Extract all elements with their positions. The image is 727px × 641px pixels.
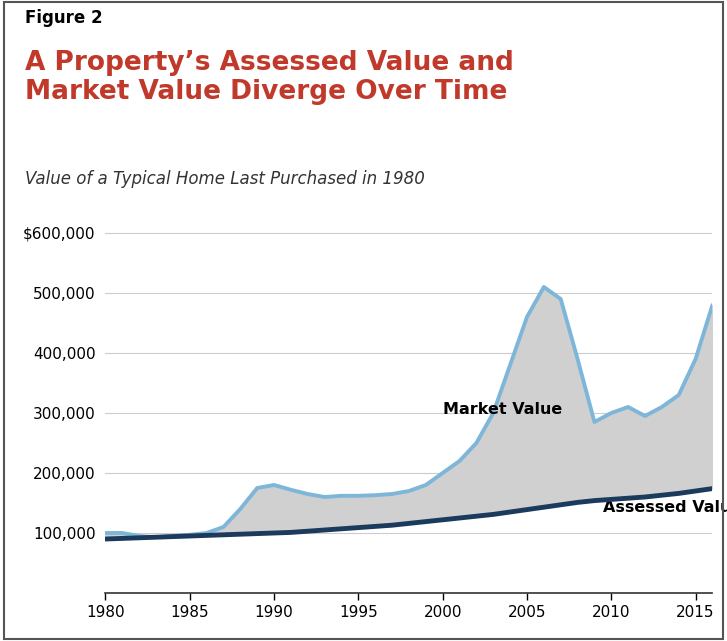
- Text: Figure 2: Figure 2: [25, 10, 103, 28]
- Text: Value of a Typical Home Last Purchased in 1980: Value of a Typical Home Last Purchased i…: [25, 170, 425, 188]
- Text: A Property’s Assessed Value and
Market Value Diverge Over Time: A Property’s Assessed Value and Market V…: [25, 50, 514, 104]
- Text: Market Value: Market Value: [443, 403, 562, 417]
- Text: Assessed Value: Assessed Value: [603, 500, 727, 515]
